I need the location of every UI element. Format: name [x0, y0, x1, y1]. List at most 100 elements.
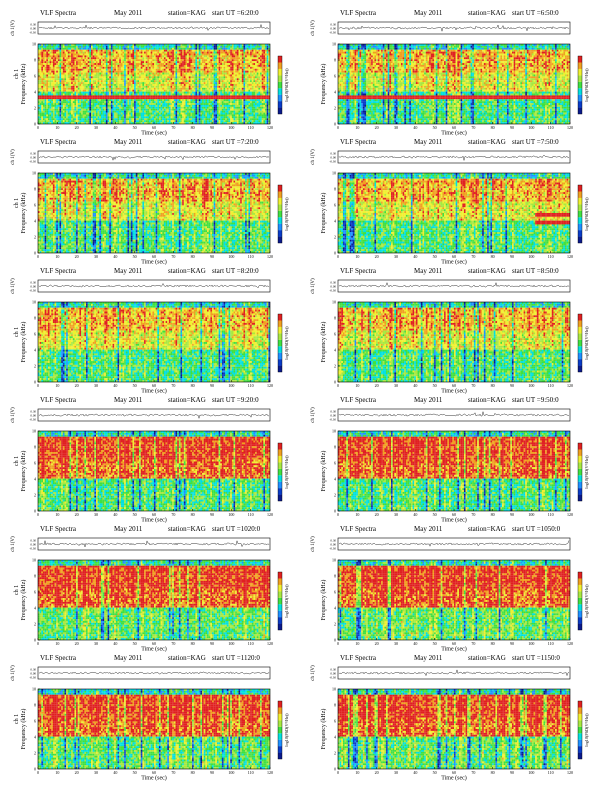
colorbar-segment — [578, 720, 582, 726]
y-tick-label: 6 — [334, 203, 336, 208]
x-tick-label: 110 — [548, 512, 554, 517]
y-tick-label: 10 — [32, 558, 36, 563]
colorbar-label: log10(PSD(V²/Hz)) — [584, 584, 589, 618]
spectrogram-panel: VLF Spectra May 2011 station=KAG start UT =… — [308, 266, 598, 390]
x-tick-label: 20 — [375, 512, 379, 517]
y-tick-label: 6 — [34, 332, 36, 337]
x-tick-label: 0 — [37, 641, 39, 646]
colorbar-segment — [578, 475, 582, 481]
x-tick-label: 100 — [528, 254, 534, 259]
channel-label: ch 1 — [14, 714, 20, 724]
colorbar-segment — [278, 75, 282, 81]
colorbar-segment — [578, 314, 582, 320]
colorbar-segment — [278, 359, 282, 365]
x-tick-label: 60 — [152, 383, 156, 388]
waveform-tick-label: -0.30 — [29, 160, 36, 164]
spectrogram-heatmap — [338, 44, 570, 124]
x-tick-label: 50 — [133, 641, 137, 646]
y-axis-label: Frequency (kHz) — [320, 580, 327, 621]
x-tick-label: 0 — [337, 512, 339, 517]
y-tick-label: 10 — [332, 300, 336, 305]
colorbar-segment — [578, 617, 582, 623]
spectrogram-heatmap — [38, 302, 270, 382]
x-tick-label: 120 — [267, 641, 273, 646]
colorbar-segment — [578, 456, 582, 462]
x-tick-label: 30 — [394, 254, 398, 259]
y-tick-label: 2 — [334, 751, 336, 756]
x-tick-label: 20 — [75, 383, 79, 388]
waveform-axis-label: ch 1(V) — [11, 536, 16, 552]
x-tick-label: 10 — [55, 383, 59, 388]
x-tick-label: 70 — [471, 125, 475, 130]
spectrogram-heatmap — [338, 431, 570, 511]
colorbar-segment — [278, 327, 282, 333]
colorbar-label: log10(PSD(V²/Hz)) — [584, 713, 589, 747]
waveform-tick-label: -0.30 — [329, 289, 336, 293]
colorbar-segment — [578, 320, 582, 326]
y-axis-label: Frequency (kHz) — [20, 322, 27, 363]
colorbar-segment — [578, 733, 582, 739]
x-tick-label: 90 — [210, 641, 214, 646]
x-tick-label: 70 — [471, 254, 475, 259]
x-tick-label: 60 — [152, 125, 156, 130]
colorbar-label: log10(PSD(V²/Hz)) — [284, 713, 289, 747]
y-tick-label: 8 — [334, 58, 336, 63]
colorbar-segment — [278, 701, 282, 707]
x-tick-label: 120 — [267, 125, 273, 130]
colorbar-segment — [278, 443, 282, 449]
x-tick-label: 110 — [248, 254, 254, 259]
y-axis-label: Frequency (kHz) — [20, 709, 27, 750]
colorbar-segment — [278, 95, 282, 101]
colorbar-segment — [278, 346, 282, 352]
spectrogram-panel: VLF Spectra May 2011 station=KAG start UT =… — [308, 653, 598, 777]
colorbar-segment — [578, 604, 582, 610]
y-tick-label: 0 — [34, 509, 36, 514]
x-tick-label: 20 — [75, 512, 79, 517]
colorbar-segment — [278, 82, 282, 88]
y-tick-label: 2 — [34, 751, 36, 756]
x-tick-label: 50 — [133, 254, 137, 259]
waveform-tick-label: -0.30 — [29, 289, 36, 293]
y-tick-label: 2 — [334, 235, 336, 240]
x-tick-label: 30 — [94, 770, 98, 775]
colorbar-segment — [278, 204, 282, 210]
x-tick-label: 0 — [37, 125, 39, 130]
y-tick-label: 0 — [334, 251, 336, 256]
x-tick-label: 80 — [491, 254, 495, 259]
y-tick-label: 10 — [32, 300, 36, 305]
colorbar-segment — [278, 340, 282, 346]
spectrogram-heatmap — [338, 560, 570, 640]
x-tick-label: 90 — [510, 641, 514, 646]
y-tick-label: 8 — [34, 703, 36, 708]
x-tick-label: 40 — [413, 383, 417, 388]
x-tick-label: 0 — [337, 383, 339, 388]
colorbar-segment — [578, 624, 582, 630]
colorbar-label: log10(PSD(V²/Hz)) — [284, 197, 289, 231]
y-tick-label: 10 — [332, 687, 336, 692]
x-tick-label: 110 — [548, 125, 554, 130]
colorbar-segment — [278, 714, 282, 720]
x-tick-label: 90 — [210, 125, 214, 130]
x-tick-label: 10 — [55, 512, 59, 517]
y-axis-label: Frequency (kHz) — [20, 580, 27, 621]
y-axis-label: Frequency (kHz) — [20, 64, 27, 105]
colorbar-segment — [578, 191, 582, 197]
x-tick-label: 0 — [337, 641, 339, 646]
y-tick-label: 8 — [334, 574, 336, 579]
waveform-axis-label: ch 1(V) — [311, 278, 316, 294]
x-axis-label: Time (sec) — [141, 517, 167, 524]
colorbar-label: log10(PSD(V²/Hz)) — [584, 197, 589, 231]
y-tick-label: 0 — [334, 638, 336, 643]
x-tick-label: 20 — [75, 125, 79, 130]
x-tick-label: 110 — [248, 383, 254, 388]
colorbar-segment — [578, 449, 582, 455]
y-tick-label: 8 — [334, 316, 336, 321]
x-tick-label: 20 — [375, 125, 379, 130]
x-tick-label: 120 — [567, 641, 573, 646]
y-tick-label: 2 — [34, 622, 36, 627]
y-tick-label: 8 — [34, 574, 36, 579]
x-tick-label: 100 — [528, 125, 534, 130]
y-axis-label: Frequency (kHz) — [320, 322, 327, 363]
